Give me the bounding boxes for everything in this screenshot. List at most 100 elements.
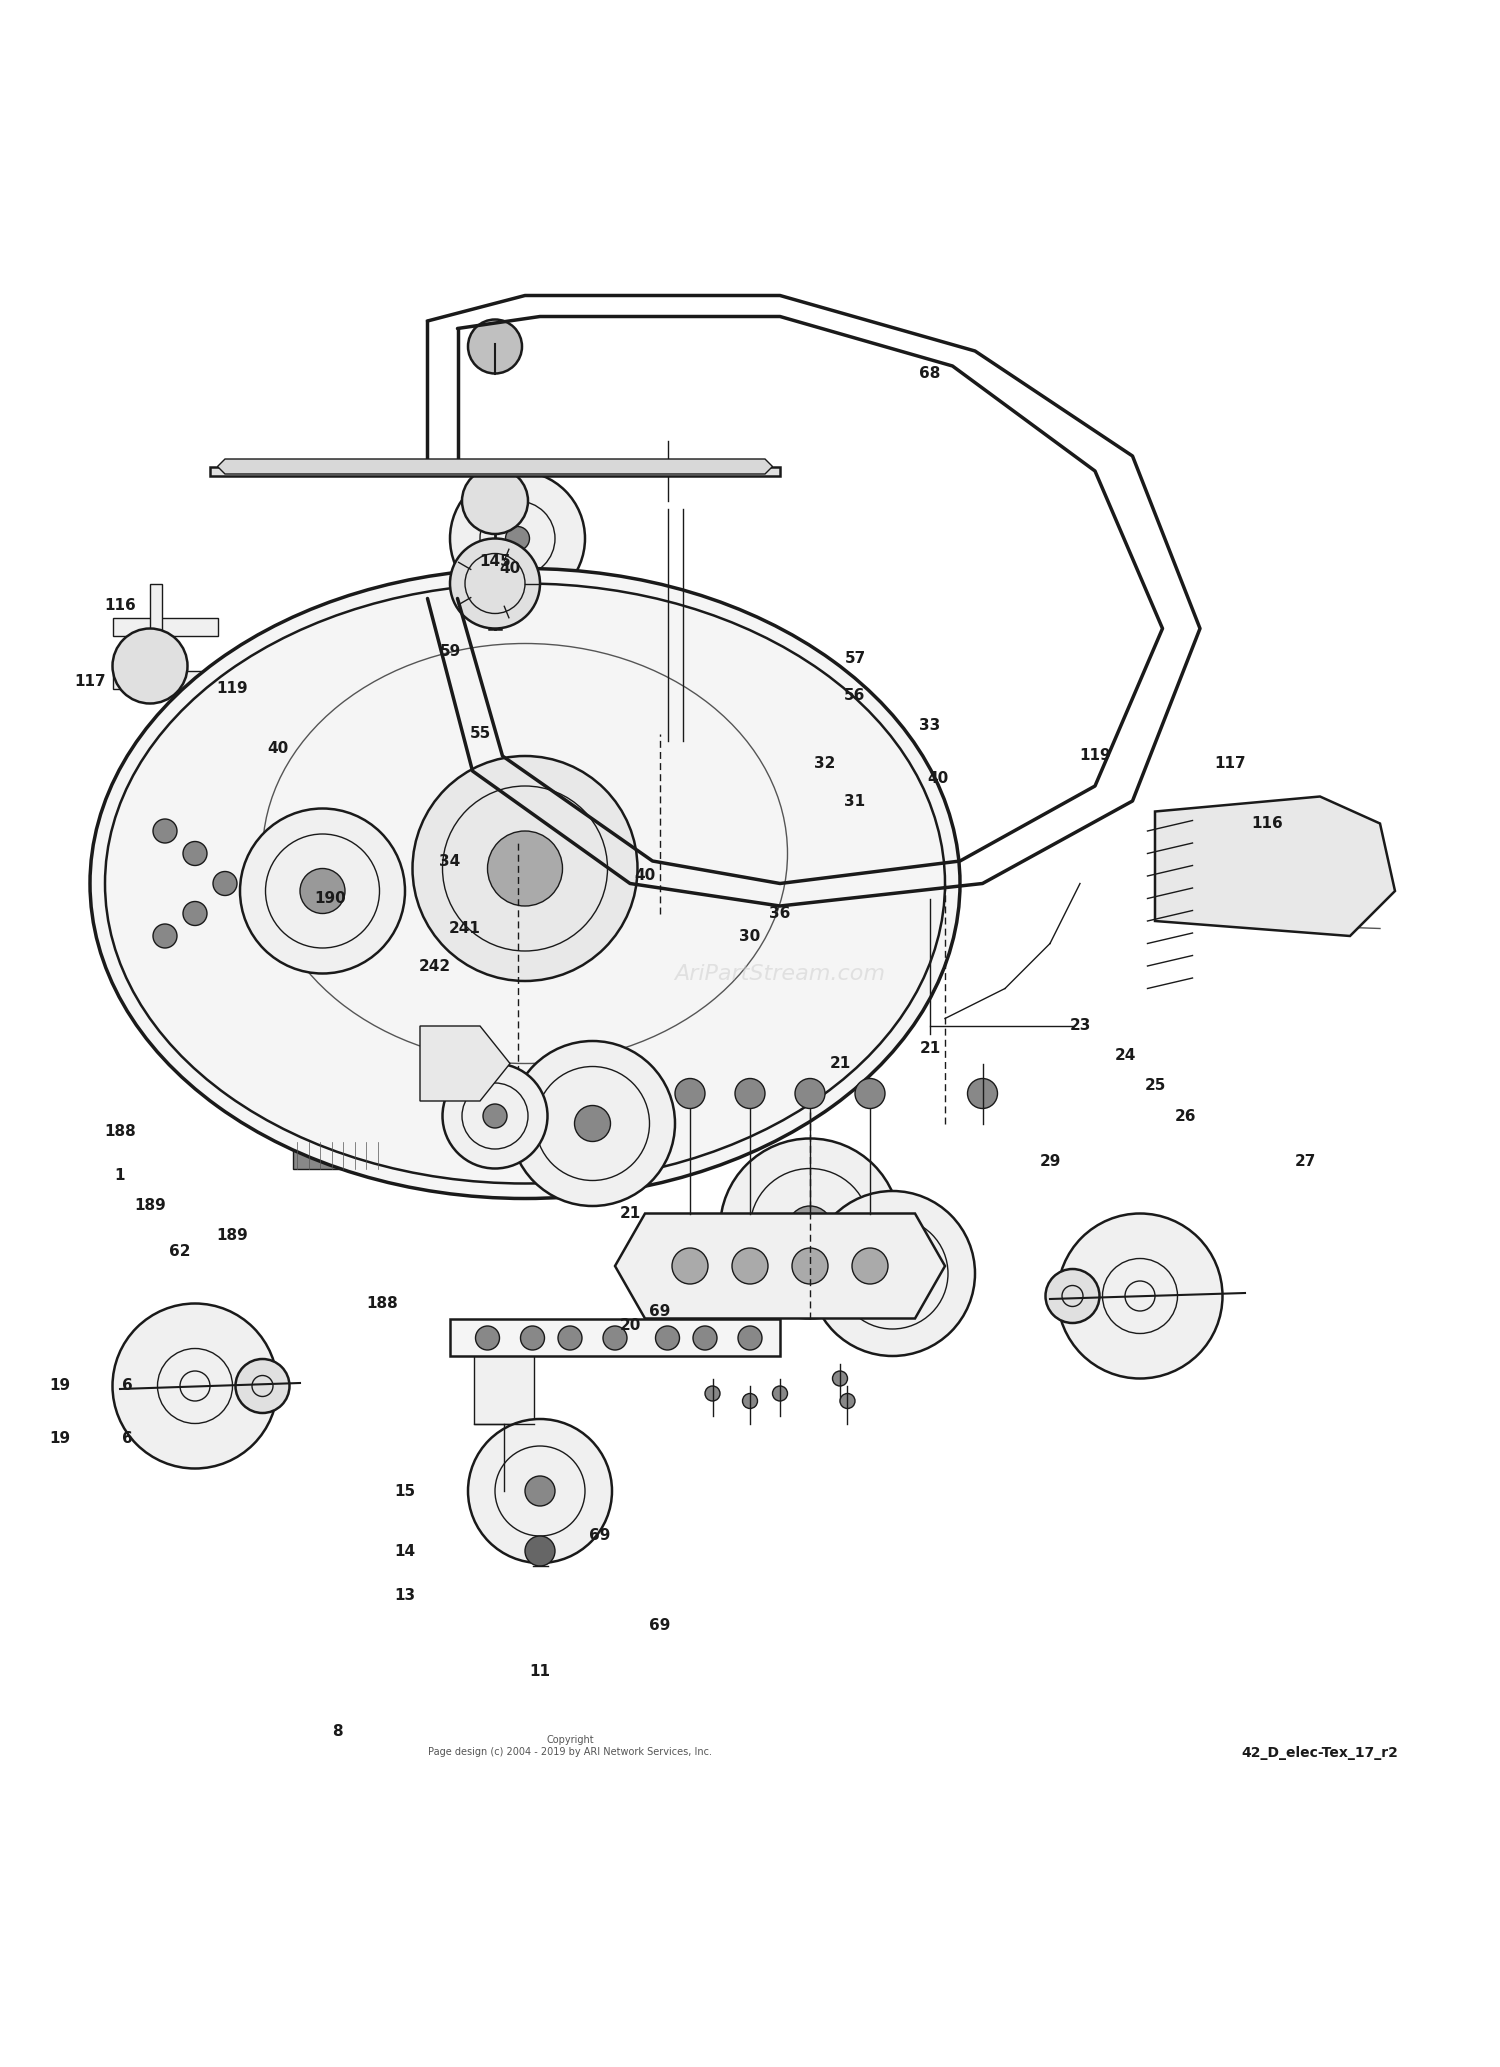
Text: 19: 19 — [50, 1430, 70, 1447]
Text: 21: 21 — [620, 1205, 640, 1222]
Text: 13: 13 — [394, 1590, 416, 1604]
Circle shape — [520, 1327, 544, 1350]
Circle shape — [153, 819, 177, 843]
Text: 21: 21 — [830, 1056, 850, 1071]
Text: 6: 6 — [122, 1430, 134, 1447]
Text: 24: 24 — [1114, 1048, 1136, 1065]
Circle shape — [510, 1042, 675, 1205]
Text: 25: 25 — [1144, 1079, 1166, 1093]
Text: 27: 27 — [1294, 1153, 1316, 1168]
Text: 8: 8 — [332, 1724, 344, 1738]
Circle shape — [693, 1327, 717, 1350]
Circle shape — [468, 320, 522, 374]
Text: 116: 116 — [104, 599, 136, 614]
Text: AriPartStream.com: AriPartStream.com — [675, 963, 885, 984]
Circle shape — [112, 628, 188, 703]
Circle shape — [840, 1393, 855, 1408]
FancyBboxPatch shape — [474, 1327, 534, 1424]
Circle shape — [795, 1079, 825, 1108]
Circle shape — [462, 467, 528, 533]
Text: 69: 69 — [590, 1528, 610, 1544]
Circle shape — [735, 1079, 765, 1108]
Text: 34: 34 — [440, 854, 460, 868]
Circle shape — [483, 1104, 507, 1129]
Circle shape — [450, 471, 585, 606]
Circle shape — [183, 901, 207, 926]
Text: 31: 31 — [844, 794, 865, 808]
Text: 42_D_elec-Tex_17_r2: 42_D_elec-Tex_17_r2 — [1242, 1747, 1398, 1761]
Circle shape — [742, 1393, 758, 1408]
Text: 36: 36 — [770, 905, 790, 922]
Text: 188: 188 — [104, 1124, 136, 1139]
FancyBboxPatch shape — [292, 1141, 382, 1168]
Circle shape — [153, 924, 177, 949]
Circle shape — [603, 1327, 627, 1350]
Circle shape — [442, 1065, 548, 1168]
Text: 241: 241 — [448, 922, 482, 936]
Circle shape — [833, 1370, 848, 1387]
Text: 190: 190 — [314, 891, 346, 905]
Text: 14: 14 — [394, 1544, 416, 1559]
Circle shape — [968, 1079, 998, 1108]
Text: 188: 188 — [366, 1296, 399, 1310]
Text: 32: 32 — [815, 757, 836, 771]
Text: 30: 30 — [740, 928, 760, 943]
Text: 40: 40 — [927, 771, 948, 785]
Text: 145: 145 — [478, 554, 512, 568]
Text: 11: 11 — [530, 1664, 550, 1678]
Text: 69: 69 — [650, 1618, 670, 1633]
Text: 15: 15 — [394, 1484, 416, 1499]
Circle shape — [240, 808, 405, 974]
Circle shape — [574, 1106, 610, 1141]
Circle shape — [1046, 1269, 1100, 1323]
Text: 21: 21 — [920, 1042, 940, 1056]
Circle shape — [772, 1387, 788, 1401]
Circle shape — [810, 1191, 975, 1356]
Circle shape — [675, 1079, 705, 1108]
Text: 119: 119 — [1078, 748, 1112, 763]
FancyBboxPatch shape — [112, 618, 218, 637]
Circle shape — [413, 757, 638, 982]
Polygon shape — [420, 1025, 510, 1102]
Circle shape — [525, 1476, 555, 1507]
Circle shape — [300, 868, 345, 914]
Text: 55: 55 — [470, 726, 490, 740]
Circle shape — [468, 1420, 612, 1563]
Polygon shape — [1155, 796, 1395, 936]
Circle shape — [720, 1139, 900, 1319]
Text: 189: 189 — [216, 1228, 249, 1244]
Text: 119: 119 — [216, 680, 249, 697]
Text: 40: 40 — [267, 740, 288, 757]
Text: 57: 57 — [844, 651, 865, 666]
Text: 33: 33 — [920, 719, 940, 734]
Circle shape — [183, 841, 207, 866]
FancyBboxPatch shape — [150, 637, 162, 688]
Text: 40: 40 — [634, 868, 656, 883]
Text: Copyright
Page design (c) 2004 - 2019 by ARI Network Services, Inc.: Copyright Page design (c) 2004 - 2019 by… — [427, 1734, 712, 1757]
Circle shape — [738, 1327, 762, 1350]
Text: 117: 117 — [1214, 757, 1246, 771]
Circle shape — [213, 872, 237, 895]
Text: 23: 23 — [1070, 1019, 1090, 1034]
Text: 6: 6 — [122, 1379, 134, 1393]
Circle shape — [705, 1387, 720, 1401]
Text: 56: 56 — [844, 688, 865, 703]
Circle shape — [112, 1304, 278, 1468]
Text: 20: 20 — [620, 1319, 640, 1333]
Circle shape — [852, 1248, 888, 1284]
Text: 19: 19 — [50, 1379, 70, 1393]
Text: 62: 62 — [170, 1244, 190, 1259]
Circle shape — [236, 1358, 290, 1414]
Circle shape — [525, 1536, 555, 1567]
Text: 189: 189 — [134, 1199, 166, 1213]
Circle shape — [558, 1327, 582, 1350]
Circle shape — [656, 1327, 680, 1350]
Circle shape — [788, 1205, 832, 1251]
Text: 117: 117 — [74, 674, 106, 688]
FancyBboxPatch shape — [450, 1319, 780, 1356]
Circle shape — [855, 1079, 885, 1108]
Circle shape — [506, 527, 530, 550]
Text: 68: 68 — [920, 366, 940, 380]
Text: 69: 69 — [650, 1304, 670, 1319]
Text: 116: 116 — [1251, 816, 1284, 831]
